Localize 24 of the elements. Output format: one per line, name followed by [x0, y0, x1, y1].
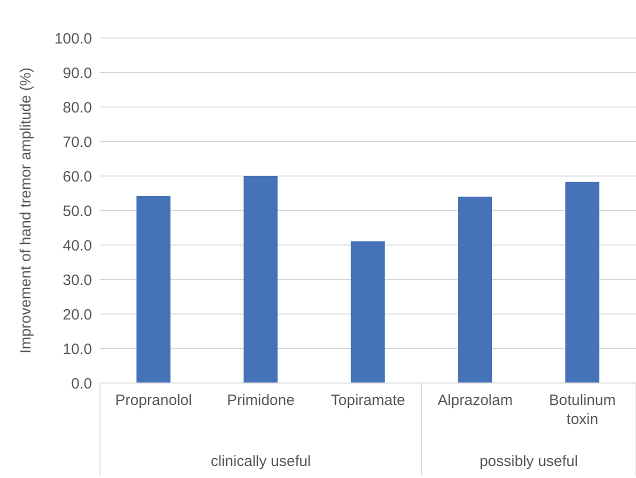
x-tick-label: Alprazolam: [438, 392, 513, 409]
y-axis-title: Improvement of hand tremor amplitude (%): [17, 68, 34, 354]
y-tick-label: 50.0: [62, 202, 92, 220]
bar: [565, 182, 600, 383]
y-tick-label: 80.0: [62, 99, 92, 116]
x-tick-label: Botulinum toxin: [549, 392, 616, 428]
text: possibly useful: [480, 453, 578, 470]
bar: [136, 196, 170, 383]
text: clinically useful: [210, 453, 311, 470]
y-tick-label: 70.0: [62, 134, 92, 151]
y-tick-label: 10.0: [62, 340, 92, 358]
y-tick-label: 100.0: [54, 30, 92, 48]
y-tick-label: 20.0: [62, 306, 92, 324]
x-tick-label: Topiramate: [330, 392, 406, 409]
y-tick-label: 40.0: [62, 237, 92, 254]
bar: [350, 241, 385, 383]
y-tick-label: 60.0: [62, 168, 92, 186]
x-tick-label: Primidone: [227, 392, 295, 409]
y-tick-label: 30.0: [62, 272, 92, 289]
bar: [458, 196, 492, 383]
y-tick-label: 90.0: [62, 64, 92, 82]
bar: [244, 176, 278, 383]
y-tick-label: 0.0: [71, 375, 92, 392]
x-tick-label: Propranolol: [115, 392, 192, 409]
